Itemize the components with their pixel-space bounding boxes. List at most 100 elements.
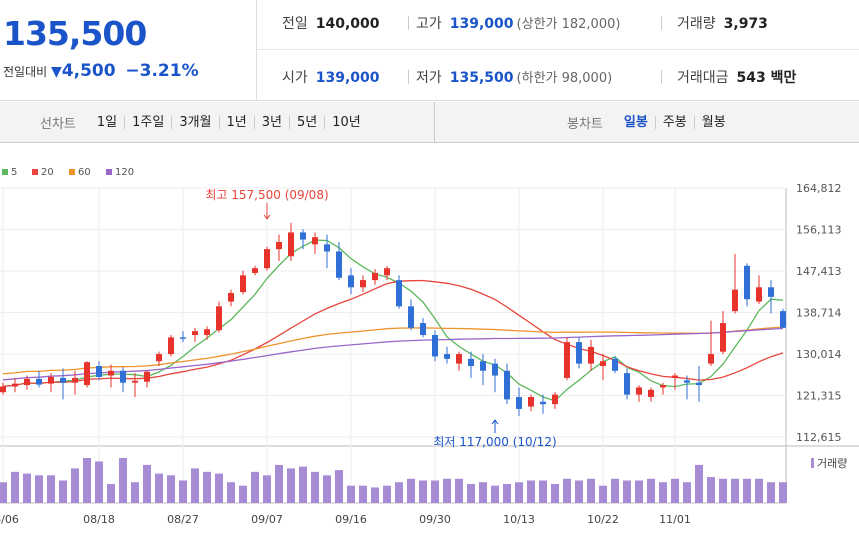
tab-1y[interactable]: 1년 — [218, 115, 254, 129]
candle-body — [312, 237, 318, 245]
tab-1d[interactable]: 1일 — [96, 114, 118, 130]
candle-body — [648, 389, 654, 398]
tab-1w[interactable]: 1주일 — [124, 115, 171, 129]
candle-body — [108, 370, 114, 376]
candle-body — [636, 387, 642, 395]
volume-bar — [215, 473, 223, 503]
x-tick-label: 09/16 — [335, 513, 367, 526]
volume-bar — [0, 482, 7, 503]
y-tick-label: 130,014 — [796, 348, 842, 361]
stat-low: 저가 135,500 (하한가 98,000) — [416, 70, 613, 86]
volume-bar — [563, 478, 571, 503]
volume-bar — [455, 478, 463, 503]
volume-bar — [431, 480, 439, 503]
candle-body — [684, 380, 690, 383]
stat-high: 고가 139,000 (상한가 182,000) — [416, 16, 621, 32]
volume-bar — [755, 478, 763, 503]
volume-bar — [299, 466, 307, 503]
candle-body — [624, 373, 630, 395]
candle-body — [144, 371, 150, 382]
low-annotation: 최저 117,000 (10/12) — [433, 435, 556, 449]
tab-weekly[interactable]: 주봉 — [654, 115, 694, 129]
legend-swatch-120 — [106, 169, 112, 175]
candle-body — [0, 386, 6, 393]
y-tick-label: 156,113 — [796, 223, 842, 236]
volume-bar — [179, 480, 187, 503]
candle-body — [480, 361, 486, 371]
candle-body — [60, 377, 66, 383]
volume-bar — [119, 458, 127, 503]
candle-body — [228, 293, 234, 302]
candle-body — [528, 397, 534, 407]
y-tick-label: 147,413 — [796, 265, 842, 278]
x-tick-label: 10/22 — [587, 513, 619, 526]
volume-bar — [275, 464, 283, 503]
legend-swatch-5 — [2, 169, 8, 175]
candle-body — [432, 334, 438, 357]
current-price: 135,500 — [3, 14, 147, 53]
candle-body — [300, 232, 306, 240]
tab-10y[interactable]: 10년 — [324, 115, 368, 129]
candle-body — [204, 329, 210, 335]
volume-bar — [359, 485, 367, 503]
volume-bar — [515, 482, 523, 503]
candle-body — [24, 378, 30, 386]
volume-bar — [467, 483, 475, 503]
volume-bar — [59, 480, 67, 503]
volume-bar — [23, 473, 31, 503]
candle-body — [348, 275, 354, 288]
volume-bar — [47, 475, 55, 503]
x-tick-label: 08/06 — [0, 513, 19, 526]
volume-bar — [623, 480, 631, 503]
volume-bar — [35, 475, 43, 503]
candle-body — [492, 363, 498, 376]
stat-trade-value: 거래대금 543 백만 — [677, 70, 797, 86]
tab-3y[interactable]: 3년 — [253, 115, 289, 129]
volume-bar — [203, 471, 211, 503]
price-box: 135,500 전일대비 ▼4,500 −3.21% — [0, 0, 257, 100]
candle-body — [276, 241, 282, 250]
legend-label-20: 20 — [41, 167, 54, 178]
volume-bar — [671, 478, 679, 503]
candle-body — [72, 377, 78, 383]
candle-body — [552, 394, 558, 405]
volume-bar — [251, 471, 259, 503]
chart-tabs: 선차트 1일 1주일 3개월 1년 3년 5년 10년 봉차트 일봉 주봉 월봉 — [0, 102, 859, 143]
volume-bar — [131, 482, 139, 503]
volume-bar — [539, 480, 547, 503]
candle-body — [516, 397, 522, 409]
legend-swatch-20 — [32, 169, 38, 175]
volume-bar — [83, 458, 91, 503]
volume-bar — [695, 464, 703, 503]
volume-label: 거래량 — [817, 457, 847, 470]
candle-body — [264, 249, 270, 269]
annotation-arrowhead — [491, 419, 499, 425]
stat-prev-close: 전일 140,000 — [282, 16, 380, 32]
candle-body — [192, 331, 198, 335]
candle-body — [252, 268, 258, 273]
volume-bar — [491, 485, 499, 503]
volume-bar — [347, 485, 355, 503]
volume-bar — [443, 478, 451, 503]
tab-daily[interactable]: 일봉 — [623, 114, 648, 130]
tab-5y[interactable]: 5년 — [289, 115, 324, 129]
candle-body — [420, 323, 426, 335]
volume-bar — [287, 468, 295, 503]
x-tick-label: 08/27 — [167, 513, 199, 526]
legend-swatch-60 — [69, 169, 75, 175]
candle-body — [240, 275, 246, 293]
quote-header: 135,500 전일대비 ▼4,500 −3.21% 전일 140,000 고가 1… — [0, 0, 859, 101]
legend-label-5: 5 — [11, 167, 17, 178]
tab-monthly[interactable]: 월봉 — [693, 115, 733, 129]
candle-body — [120, 370, 126, 383]
volume-bar — [107, 483, 115, 503]
candle-chart-label: 봉차트 — [567, 116, 603, 132]
volume-bar — [407, 478, 415, 503]
candlestick-chart: 5 20 60 120 164,812 156,113 147,413 138,714 130,… — [0, 167, 859, 526]
volume-bar — [239, 485, 247, 503]
candle-body — [288, 232, 294, 257]
ma-line-5 — [2, 239, 784, 402]
tab-3m[interactable]: 3개월 — [171, 115, 218, 129]
candle-body — [96, 365, 102, 377]
candle-body — [384, 268, 390, 276]
